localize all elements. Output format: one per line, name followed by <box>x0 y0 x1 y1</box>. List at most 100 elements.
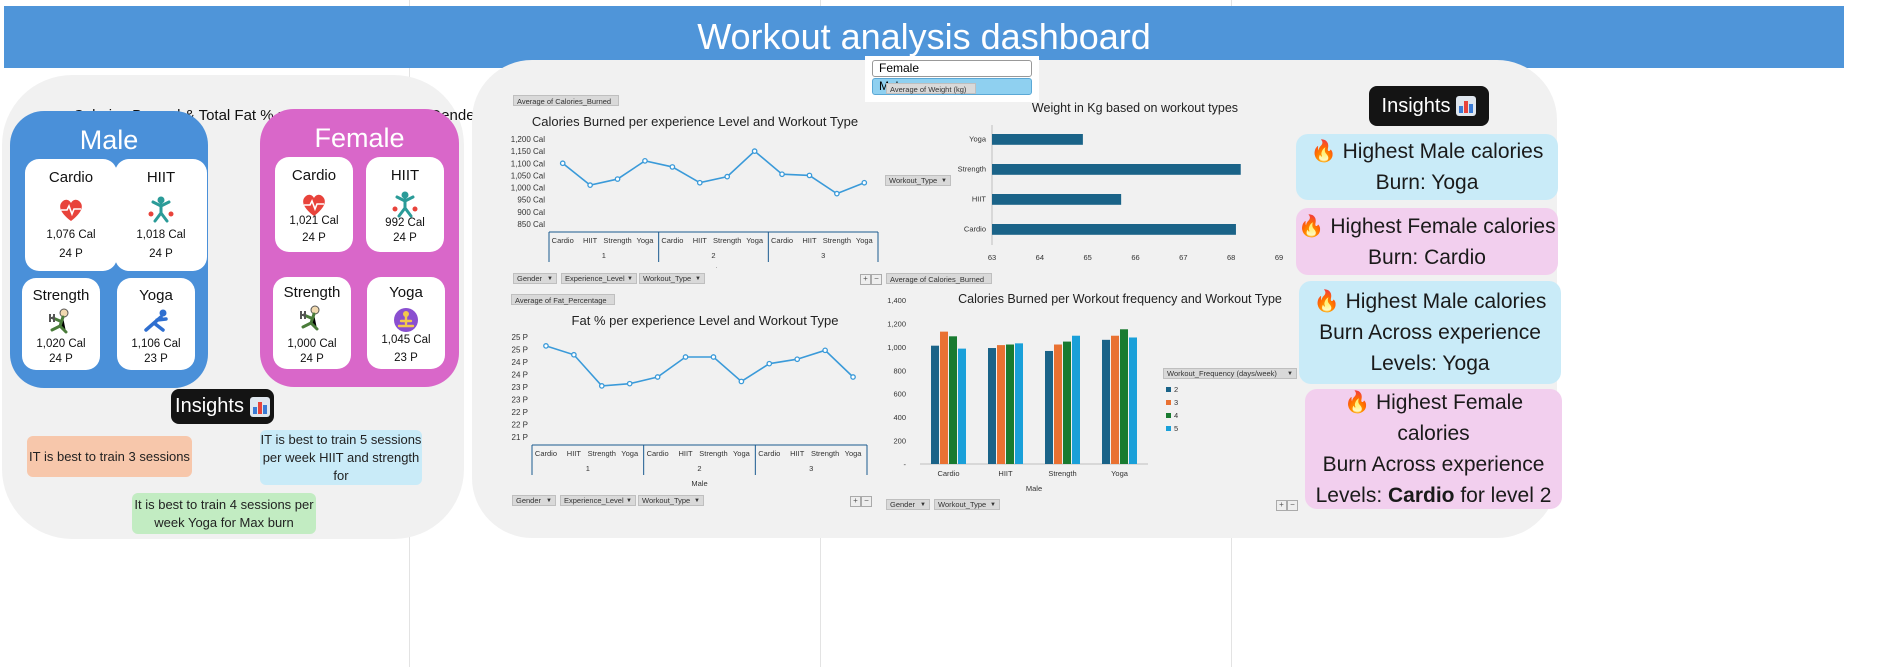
x-tick-label: Yoga <box>1111 469 1129 478</box>
filter-workout-type-1[interactable]: Workout_Type ▼ <box>639 273 705 284</box>
filter-gender-3[interactable]: Gender ▼ <box>886 499 930 510</box>
frequency-legend: 2 3 4 5 <box>1166 383 1206 443</box>
group-label: 1 <box>586 464 590 473</box>
y-tick-label: 1,200 Cal <box>511 135 545 144</box>
card-calories: 1,018 Cal <box>136 229 186 241</box>
data-point <box>543 343 549 349</box>
x-tick-label: Cardio <box>771 236 793 245</box>
x-tick-label: 63 <box>988 253 996 262</box>
y-tick-label: 200 <box>893 437 906 446</box>
filter-workout-type-3[interactable]: Workout_Type ▼ <box>885 175 951 186</box>
bar <box>992 224 1236 235</box>
filter-dropdown-icon: ▼ <box>547 276 553 282</box>
legend-label: 2 <box>1174 385 1179 394</box>
legend-swatch <box>1166 387 1171 392</box>
insight-male-calories: 🔥 Highest Male calories Burn: Yoga <box>1296 134 1558 200</box>
bar <box>1072 335 1080 464</box>
y-tick-label: 21 P <box>512 433 528 442</box>
card-name: HIIT <box>146 169 176 186</box>
y-tick-label: 600 <box>893 390 906 399</box>
field-avg-fat[interactable]: Average of Fat_Percentage <box>511 294 615 305</box>
filter-label: Workout_Type <box>938 500 987 509</box>
bar-chart-icon <box>249 396 270 417</box>
insight-line: Burn: Cardio <box>1368 245 1486 269</box>
strength-icon <box>300 305 320 331</box>
x-axis-title: Male <box>705 266 721 268</box>
data-point <box>806 172 813 179</box>
filter-dropdown-icon: ▼ <box>920 502 926 508</box>
y-tick-label: 1,000 Cal <box>511 184 545 193</box>
x-tick-label: Yoga <box>746 236 764 245</box>
insight-line: 🔥 Highest Female calories <box>1343 391 1524 445</box>
data-point <box>626 380 633 387</box>
insight-female-experience: 🔥 Highest Female calories Burn Across ex… <box>1305 389 1562 509</box>
y-tick-label: 22 P <box>512 408 528 417</box>
filter-workout-type-2[interactable]: Workout_Type ▼ <box>638 495 704 506</box>
chart-title-calories-exp: Calories Burned per experience Level and… <box>531 114 859 129</box>
insights-badge-right: Insights <box>1369 86 1489 126</box>
insight-tail: for level 2 <box>1454 484 1552 507</box>
data-point <box>587 182 593 188</box>
y-tick-label: 23 P <box>512 383 528 392</box>
bar <box>992 194 1122 205</box>
chart-title-weight: Weight in Kg based on workout types <box>1031 101 1239 115</box>
x-tick-label: Strength <box>588 449 616 458</box>
filter-label: Workout_Type <box>642 496 691 505</box>
legend-swatch <box>1166 426 1171 431</box>
bar <box>997 345 1005 464</box>
expand-plus-1[interactable]: + <box>860 274 871 285</box>
insight-text: Levels: <box>1315 484 1388 507</box>
insight-female-calories: 🔥 Highest Female calories Burn: Cardio <box>1296 208 1558 275</box>
filter-label: Workout_Frequency (days/week) <box>1167 369 1277 378</box>
collapse-minus-3[interactable]: − <box>1287 500 1298 511</box>
bar <box>1006 344 1014 464</box>
bar <box>992 164 1241 175</box>
field-avg-calories[interactable]: Average of Calories_Burned <box>513 95 619 106</box>
group-label: 3 <box>809 464 813 473</box>
field-avg-weight[interactable]: Average of Weight (kg) <box>886 83 976 94</box>
y-tick-label: 1,000 <box>887 343 906 352</box>
card-calories: 992 Cal <box>385 217 425 229</box>
series-line <box>545 345 854 387</box>
expand-plus-3[interactable]: + <box>1276 500 1287 511</box>
legend-item: 3 <box>1166 396 1206 409</box>
expand-plus-2[interactable]: + <box>850 496 861 507</box>
data-point <box>822 347 828 354</box>
bar <box>988 348 996 464</box>
filter-dropdown-icon: ▼ <box>627 276 633 282</box>
field-avg-calories-2[interactable]: Average of Calories_Burned <box>886 273 992 284</box>
card-calories: 1,106 Cal <box>131 338 181 350</box>
y-tick-label: HIIT <box>972 195 987 204</box>
filter-dropdown-icon: ▼ <box>626 498 632 504</box>
card-calories: 1,021 Cal <box>289 215 339 227</box>
x-tick-label: Yoga <box>621 449 639 458</box>
collapse-minus-1[interactable]: − <box>871 274 882 285</box>
slicer-item-female[interactable]: Female <box>872 60 1032 77</box>
filter-dropdown-icon: ▼ <box>695 276 701 282</box>
filter-dropdown-icon: ▼ <box>941 178 947 184</box>
y-tick-label: 1,150 Cal <box>511 147 545 156</box>
filter-gender-2[interactable]: Gender ▼ <box>512 495 556 506</box>
bar <box>1015 343 1023 464</box>
filter-frequency[interactable]: Workout_Frequency (days/week) ▼ <box>1163 368 1297 379</box>
data-point <box>751 148 758 154</box>
filter-workout-type-4[interactable]: Workout_Type ▼ <box>934 499 1000 510</box>
insight-line: 🔥 Highest Male calories <box>1313 290 1547 313</box>
data-point <box>682 354 689 360</box>
data-point <box>861 179 868 186</box>
female-card-yoga: Yoga 1,045 Cal 23 P <box>367 277 445 369</box>
card-name: Cardio <box>48 169 94 186</box>
bar <box>1045 350 1053 464</box>
card-fat: 24 P <box>49 353 73 365</box>
filter-experience-2[interactable]: Experience_Level ▼ <box>560 495 636 506</box>
x-tick-label: Strength <box>1048 469 1076 478</box>
collapse-minus-2[interactable]: − <box>861 496 872 507</box>
filter-experience-1[interactable]: Experience_Level ▼ <box>561 273 637 284</box>
hiit-icon <box>148 196 174 223</box>
y-tick-label: 1,100 Cal <box>511 159 545 168</box>
female-card-strength: Strength 1,000 Cal 24 P <box>273 277 351 369</box>
insight-line: Levels: Yoga <box>1370 352 1490 375</box>
insights-label: Insights <box>175 395 244 417</box>
y-tick-label: 1,200 <box>887 319 906 328</box>
filter-gender-1[interactable]: Gender ▼ <box>513 273 557 284</box>
